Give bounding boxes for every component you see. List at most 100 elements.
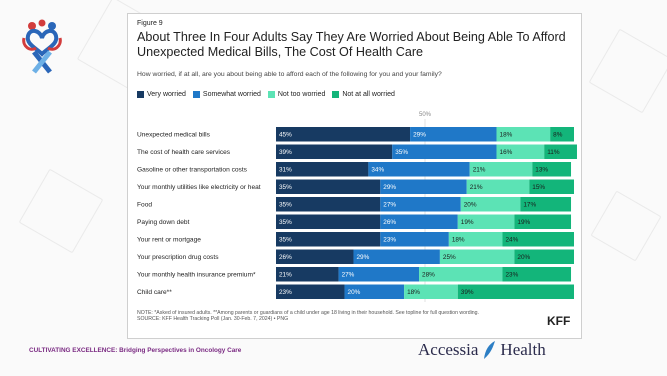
background-hexagon — [18, 168, 104, 254]
data-label: 29% — [413, 132, 426, 139]
data-label: 17% — [523, 202, 536, 209]
bar-segment — [419, 267, 503, 282]
legend-swatch — [332, 91, 340, 98]
data-label: 13% — [535, 167, 548, 174]
bar-segment — [457, 214, 515, 229]
data-label: 21% — [473, 167, 486, 174]
data-label: 23% — [383, 237, 396, 244]
chart-subtitle: How worried, if at all, are you about be… — [137, 71, 442, 78]
data-label: 19% — [517, 219, 530, 226]
bar-segment — [520, 197, 572, 212]
bar-segment — [502, 232, 574, 247]
data-label: 21% — [470, 184, 483, 191]
reference-label: 50% — [419, 112, 432, 118]
data-label: 26% — [279, 254, 292, 261]
data-label: 34% — [371, 167, 384, 174]
legend-item-not-at-all: Not at all worried — [332, 91, 395, 98]
bar-segment — [276, 127, 411, 142]
category-label: Child care** — [137, 289, 172, 296]
data-label: 27% — [383, 202, 396, 209]
bar-segment — [276, 214, 381, 229]
bar-segment — [496, 127, 551, 142]
bar-segment — [514, 214, 572, 229]
data-label: 20% — [517, 254, 530, 261]
bar-segment — [276, 249, 354, 264]
bar-segment — [380, 214, 458, 229]
bar-segment — [276, 144, 393, 159]
data-label: 8% — [553, 132, 563, 139]
data-label: 23% — [505, 272, 518, 279]
ribbon-logo-icon — [22, 19, 62, 74]
bar-segment — [368, 162, 470, 177]
data-label: 29% — [356, 254, 369, 261]
bar-segment — [469, 162, 533, 177]
data-label: 11% — [547, 149, 560, 156]
data-label: 24% — [505, 237, 518, 244]
data-label: 20% — [464, 202, 477, 209]
category-label: Your rent or mortgage — [137, 237, 201, 244]
data-label: 45% — [279, 132, 292, 139]
legend-label: Very worried — [147, 91, 186, 98]
legend-swatch — [267, 91, 275, 98]
bar-segment — [550, 127, 574, 142]
data-label: 31% — [279, 167, 292, 174]
data-label: 26% — [383, 219, 396, 226]
bar-segment — [410, 127, 497, 142]
data-label: 21% — [279, 272, 292, 279]
bar-segment — [353, 249, 440, 264]
category-label: Paying down debt — [137, 219, 190, 226]
data-label: 29% — [383, 184, 396, 191]
data-label: 35% — [279, 219, 292, 226]
legend-item-not-too: Not too worried — [267, 91, 326, 98]
bar-segment — [380, 197, 461, 212]
legend-label: Not at all worried — [342, 91, 395, 98]
bar-segment — [502, 267, 572, 282]
legend-item-very: Very worried — [137, 91, 186, 98]
data-label: 19% — [461, 219, 474, 226]
data-label: 23% — [279, 289, 292, 296]
chart-note: NOTE: *Asked of insured adults. **Among … — [137, 310, 537, 323]
background-hexagon — [588, 28, 667, 114]
data-label: 35% — [279, 184, 292, 191]
leaf-swoosh-icon — [484, 341, 496, 359]
data-label: 18% — [500, 132, 513, 139]
kff-logo: KFF — [547, 314, 571, 328]
chart-card: Figure 9 About Three In Four Adults Say … — [127, 13, 582, 339]
bar-segment — [544, 144, 577, 159]
data-label: 35% — [279, 202, 292, 209]
data-label: 18% — [452, 237, 465, 244]
category-label: Unexpected medical bills — [137, 132, 211, 139]
source-text: SOURCE: KFF Health Tracking Poll (Jan. 3… — [137, 316, 289, 323]
data-label: 16% — [500, 149, 513, 156]
bar-segment — [380, 179, 467, 194]
background-hexagon — [590, 190, 662, 262]
legend-swatch — [192, 91, 200, 98]
category-label: Your monthly health insurance premium* — [137, 272, 256, 279]
bar-segment — [380, 232, 449, 247]
bar-segment — [532, 162, 572, 177]
data-label: 18% — [407, 289, 420, 296]
bar-segment — [404, 284, 458, 299]
category-label: Gasoline or other transportation costs — [137, 167, 248, 174]
data-label: 27% — [342, 272, 355, 279]
data-label: 20% — [348, 289, 361, 296]
bar-segment — [496, 144, 545, 159]
event-footer-text: CULTIVATING EXCELLENCE: Bridging Perspec… — [29, 347, 242, 354]
bar-segment — [392, 144, 497, 159]
bar-segment — [529, 179, 574, 194]
legend-swatch — [137, 91, 144, 98]
category-label: Food — [137, 202, 152, 209]
legend-label: Not too worried — [277, 91, 326, 98]
data-label: 39% — [279, 149, 292, 156]
bar-segment — [276, 267, 339, 282]
bar-segment — [276, 197, 381, 212]
note-text: NOTE: *Asked of insured adults. **Among … — [137, 310, 480, 316]
bar-segment — [276, 162, 369, 177]
bar-segment — [466, 179, 530, 194]
chart-title: About Three In Four Adults Say They Are … — [137, 30, 566, 59]
data-label: 15% — [532, 184, 545, 191]
category-label: Your monthly utilities like electricity … — [137, 184, 261, 191]
bar-segment — [439, 249, 515, 264]
data-label: 39% — [461, 289, 474, 296]
bar-segment — [344, 284, 405, 299]
